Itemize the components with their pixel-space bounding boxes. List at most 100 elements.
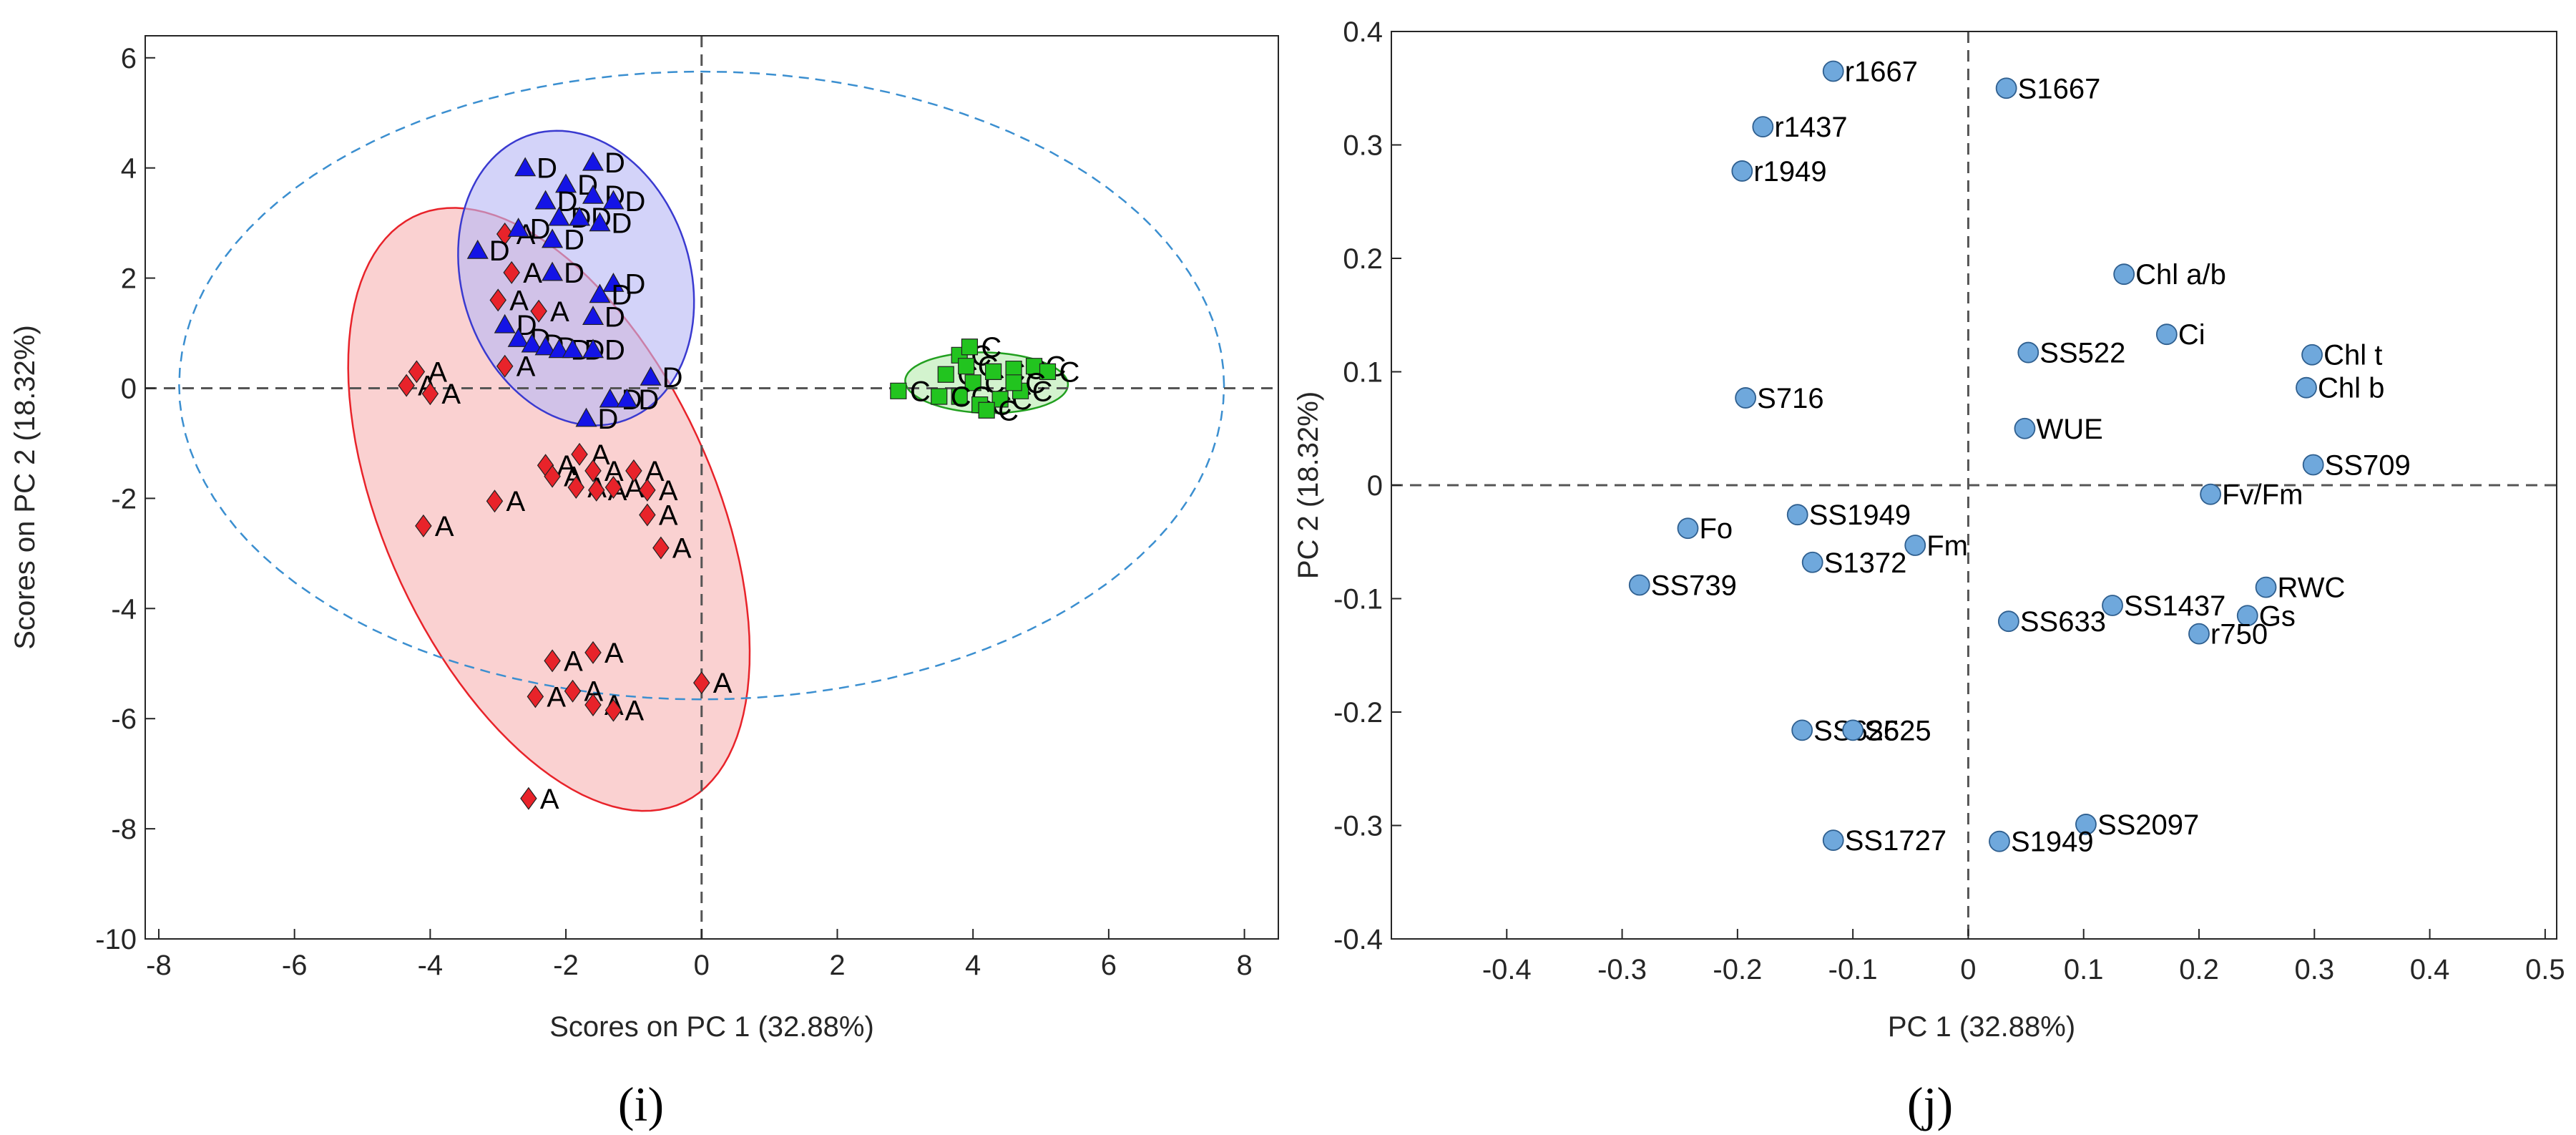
point-label-A-20: A [435,511,454,542]
point-A-5 [408,360,426,384]
point-D-23 [640,366,662,386]
point-A-1 [503,260,520,284]
point-A-3 [530,299,547,323]
point-D-13 [602,273,625,292]
point-D-18 [521,333,543,353]
x-tick-label-3: -2 [553,950,579,981]
point-A-14 [604,475,622,500]
ellipse-D [457,130,695,427]
loading-point-7 [2301,344,2323,366]
point-A-11 [584,459,602,482]
loading-label-20: Gs [2259,600,2296,632]
x-tick-label-3: -0.1 [1828,954,1878,985]
loading-point-16 [1801,551,1823,573]
point-label-C-12: C [1032,376,1053,407]
loading-y-axis-label: PC 2 (18.32%) [1293,391,1324,579]
y-tick-label-6: -6 [111,703,137,735]
point-label-A-22: A [564,646,583,677]
x-tick-label-5: 0.1 [2064,954,2104,985]
loading-point-5 [2155,323,2178,346]
point-D-25 [616,388,638,408]
score-plot-frame [145,35,1279,940]
y-tick-label-4: -2 [111,483,137,515]
point-A-10 [571,442,588,466]
point-A-23 [527,685,544,708]
point-label-D-12: D [564,258,584,289]
point-label-A-4: A [516,351,536,383]
score-y-axis-label: Scores on PC 2 (18.32%) [9,325,41,650]
x-tick-label-2: -0.2 [1713,954,1762,985]
x-tick-label-6: 0.2 [2179,954,2219,985]
point-label-D-0: D [537,153,557,185]
point-D-16 [494,313,516,333]
loading-label-13: SS1949 [1809,500,1911,531]
y-tick-label-0: 6 [121,43,137,74]
loading-label-0: r1667 [1845,56,1918,87]
point-D-26 [575,407,597,427]
point-label-A-7: A [441,379,461,410]
point-D-22 [582,338,604,359]
point-C-3 [958,358,975,375]
loading-point-0 [1822,60,1844,82]
loading-label-10: WUE [2036,414,2102,445]
loading-plot: r1667 S1667 r1437 r1949 Chl a/b Ci SS522 Chl tC… [1293,16,2565,1131]
loading-y-ticks: 0.4 0.3 0.2 0.1 0 -0.1 -0.2 -0.3 -0.4 [1333,16,1401,955]
y-tick-label-4: 0 [1367,470,1383,502]
loading-point-25 [2075,814,2097,835]
loading-label-11: SS709 [2325,449,2411,481]
point-C-0 [890,382,907,399]
panel-label-i: (i) [618,1077,664,1131]
panel-label-j: (j) [1907,1077,1953,1131]
point-label-C-14: C [981,332,1001,364]
point-label-A-2: A [509,285,529,316]
point-A-20 [415,514,432,537]
point-D-14 [589,283,611,303]
score-x-ticks: -8 -6 -4 -2 0 2 4 6 8 [146,929,1253,981]
score-plot: AAAAAAAAAAAAAAAAAAAAAAAAAAAAADDDDDDDDDDD… [9,35,1279,1131]
point-D-15 [582,306,604,326]
point-C-4 [964,374,981,391]
loading-label-4: Chl a/b [2135,259,2226,291]
y-tick-label-1: 4 [121,153,137,185]
point-label-D-15: D [604,301,625,333]
score-x-axis-label: Scores on PC 1 (32.88%) [549,1011,874,1043]
loading-label-25: SS2097 [2097,809,2199,841]
point-A-28 [520,786,537,810]
y-tick-label-8: -0.4 [1333,924,1383,955]
loading-label-1: S1667 [2018,73,2101,104]
point-C-1 [937,366,954,383]
point-D-6 [548,206,570,226]
y-tick-label-7: -8 [111,814,137,845]
point-label-A-19: A [506,486,525,517]
loading-point-12 [2200,483,2222,505]
point-label-C-13: C [951,381,971,413]
x-tick-label-1: -0.3 [1597,954,1647,985]
point-label-A-26: A [625,696,644,727]
point-D-19 [534,336,557,356]
point-label-D-14: D [611,280,632,311]
loading-point-4 [2113,263,2135,286]
x-tick-label-5: 2 [829,950,845,981]
point-A-13 [588,478,605,502]
point-label-D-11: D [564,225,584,256]
loading-point-13 [1786,504,1808,526]
loading-label-24: S625 [1864,715,1931,746]
point-label-C-0: C [910,376,931,407]
loading-point-15 [1904,535,1926,556]
loading-point-23 [1791,719,1813,741]
loading-label-8: Chl b [2318,373,2384,404]
score-points: AAAAAAAAAAAAAAAAAAAAAAAAAAAAADDDDDDDDDDD… [398,147,1079,815]
loading-label-27: S1949 [2011,827,2094,858]
y-tick-label-2: 2 [121,263,137,295]
y-tick-label-2: 0.2 [1343,243,1383,275]
point-D-17 [507,328,529,347]
loading-point-2 [1752,116,1774,138]
loading-point-19 [2102,595,2123,616]
point-label-D-22: D [604,335,625,366]
point-C-14 [961,338,979,356]
loading-label-16: S1372 [1824,547,1907,579]
y-tick-label-1: 0.3 [1343,130,1383,162]
point-A-15 [625,459,642,482]
point-label-A-1: A [523,258,542,289]
point-D-2 [582,184,604,204]
